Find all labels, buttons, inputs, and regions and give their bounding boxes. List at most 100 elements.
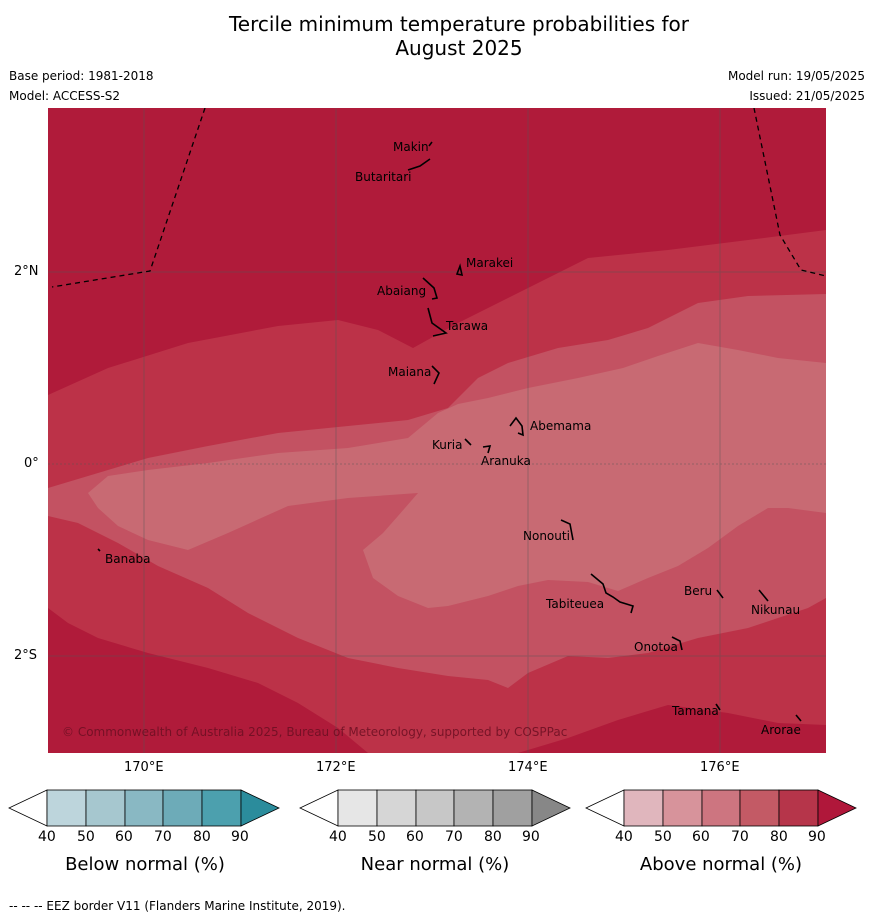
butaritari-outline — [407, 158, 431, 171]
issued-date: Issued: 21/05/2025 — [749, 89, 865, 103]
cb-below-tick-50: 50 — [77, 829, 95, 845]
colorbar-below-max-arrow — [240, 789, 280, 827]
meta-right: Model run: 19/05/2025 Issued: 21/05/2025 — [728, 66, 865, 106]
colorbar-below-swatch-2 — [85, 789, 126, 827]
model-name: Model: ACCESS-S2 — [9, 89, 121, 103]
island-label-kuria: Kuria — [432, 438, 463, 452]
lat-tick-2n: 2°N — [14, 264, 39, 279]
colorbar-above — [585, 789, 857, 827]
colorbar-above-swatch-4 — [739, 789, 780, 827]
colorbar-near-min-arrow — [299, 789, 339, 827]
island-label-maiana: Maiana — [388, 365, 431, 379]
cb-near-tick-40: 40 — [329, 829, 347, 845]
colorbar-above-title: Above normal (%) — [639, 854, 803, 875]
page-title: Tercile minimum temperature probabilitie… — [0, 12, 873, 60]
arorae-outline — [795, 714, 802, 722]
aranuka-outline — [482, 445, 492, 454]
colorbar-near-max-arrow — [531, 789, 571, 827]
island-label-aranuka: Aranuka — [481, 454, 531, 468]
eez-footnote: -- -- -- EEZ border V11 (Flanders Marine… — [9, 899, 346, 913]
cb-above-tick-80: 80 — [770, 829, 788, 845]
title-line-2: August 2025 — [395, 36, 523, 60]
colorbar-near-title: Near normal (%) — [360, 854, 510, 875]
tarawa-outline — [427, 307, 448, 337]
island-label-abemama: Abemama — [530, 419, 591, 433]
island-label-nikunau: Nikunau — [751, 603, 800, 617]
colorbar-near-swatch-3 — [415, 789, 455, 827]
colorbar-above-swatch-3 — [701, 789, 741, 827]
lon-tick-170: 170°E — [124, 760, 164, 775]
lon-tick-176: 176°E — [700, 760, 740, 775]
island-label-nonouti: Nonouti — [523, 529, 570, 543]
maiana-outline — [431, 365, 440, 385]
colorbar-below-swatch-1 — [46, 789, 87, 827]
island-outlines — [97, 141, 802, 722]
colorbar-near-swatch-1 — [337, 789, 378, 827]
banaba-outline — [97, 548, 101, 552]
colorbar-below-min-arrow — [8, 789, 48, 827]
colorbar-near-swatch-5 — [492, 789, 533, 827]
band-90-southeast — [518, 705, 826, 753]
island-label-onotoa: Onotoa — [634, 640, 678, 654]
colorbar-near — [299, 789, 571, 827]
cb-below-tick-40: 40 — [38, 829, 56, 845]
island-label-marakei: Marakei — [466, 256, 513, 270]
base-period: Base period: 1981-2018 — [9, 69, 154, 83]
nonouti-outline — [560, 519, 574, 541]
cb-above-tick-60: 60 — [692, 829, 710, 845]
island-label-tabiteuea: Tabiteuea — [545, 597, 604, 611]
island-label-tarawa: Tarawa — [445, 319, 488, 333]
colorbar-below-title: Below normal (%) — [65, 854, 225, 875]
band-60 — [88, 343, 826, 608]
cb-near-tick-60: 60 — [406, 829, 424, 845]
band-90-south — [48, 608, 368, 753]
copyright-notice: © Commonwealth of Australia 2025, Bureau… — [62, 725, 567, 739]
colorbar-above-min-arrow — [585, 789, 625, 827]
marakei-outline — [455, 263, 464, 277]
island-label-abaiang: Abaiang — [377, 284, 426, 298]
cb-above-tick-70: 70 — [731, 829, 749, 845]
cb-near-tick-80: 80 — [484, 829, 502, 845]
title-line-1: Tercile minimum temperature probabilitie… — [228, 12, 690, 36]
island-label-banaba: Banaba — [105, 552, 151, 566]
graticule — [48, 108, 826, 753]
abemama-outline — [509, 416, 524, 437]
eez-border — [51, 108, 826, 288]
colorbar-above-max-arrow — [817, 789, 857, 827]
abaiang-outline — [422, 277, 439, 300]
colorbars — [8, 789, 857, 827]
colorbar-below-swatch-5 — [201, 789, 242, 827]
tabiteuea-outline — [590, 573, 634, 614]
meta-left: Base period: 1981-2018 Model: ACCESS-S2 — [9, 66, 154, 106]
colorbar-near-swatch-2 — [376, 789, 417, 827]
lon-tick-172: 172°E — [316, 760, 356, 775]
island-labels: Makin Butaritari Marakei Abaiang Tarawa … — [105, 140, 801, 737]
cb-below-tick-90: 90 — [231, 829, 249, 845]
cb-near-tick-50: 50 — [368, 829, 386, 845]
colorbar-above-swatch-2 — [662, 789, 703, 827]
tamana-outline — [715, 703, 721, 711]
forecast-map: Makin Butaritari Marakei Abaiang Tarawa … — [48, 108, 826, 753]
colorbar-below-swatch-4 — [162, 789, 203, 827]
cb-below-tick-70: 70 — [154, 829, 172, 845]
cb-above-tick-90: 90 — [808, 829, 826, 845]
lat-tick-2s: 2°S — [14, 648, 38, 663]
cb-above-tick-50: 50 — [654, 829, 672, 845]
cb-above-tick-40: 40 — [615, 829, 633, 845]
lon-tick-174: 174°E — [508, 760, 548, 775]
colorbar-below — [8, 789, 280, 827]
island-label-arorae: Arorae — [761, 723, 801, 737]
island-label-tamana: Tamana — [671, 704, 719, 718]
model-run: Model run: 19/05/2025 — [727, 69, 865, 83]
beru-outline — [716, 589, 724, 599]
colorbar-above-swatch-1 — [623, 789, 664, 827]
island-label-makin: Makin — [393, 140, 429, 154]
nikunau-outline — [758, 589, 769, 602]
kuria-outline — [464, 438, 472, 446]
cb-below-tick-80: 80 — [193, 829, 211, 845]
colorbar-above-swatch-5 — [778, 789, 819, 827]
cb-below-tick-60: 60 — [115, 829, 133, 845]
colorbar-below-swatch-3 — [124, 789, 164, 827]
cb-near-tick-70: 70 — [445, 829, 463, 845]
lat-tick-0: 0° — [24, 456, 39, 471]
